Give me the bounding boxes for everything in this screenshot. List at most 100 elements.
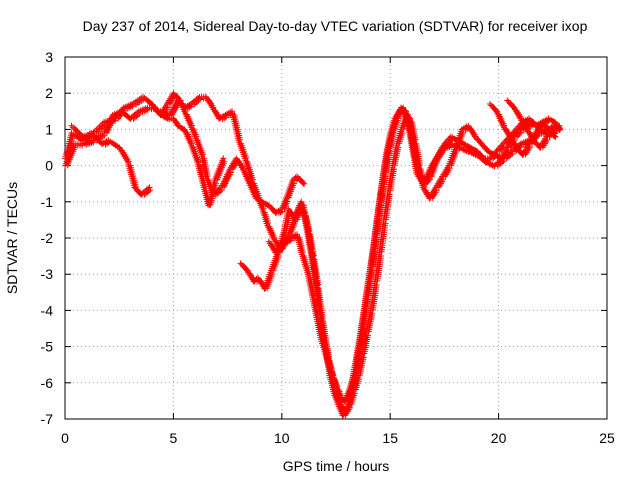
data-point-marker [507,152,514,159]
data-point-marker [269,271,276,278]
data-point-marker [356,354,363,361]
data-point-marker [220,155,227,162]
data-point-marker [539,122,546,129]
data-point-marker [364,332,371,339]
data-point-marker [399,129,406,136]
data-point-marker [386,148,393,155]
data-point-marker [433,187,440,194]
y-tick-label: -4 [41,302,54,318]
data-point-marker [390,129,397,136]
data-point-marker [174,97,181,104]
data-point-marker [365,296,372,303]
plot-frame [64,56,608,420]
x-tick-label: 25 [599,430,615,446]
data-point-marker [344,408,351,415]
series-track-6 [265,104,559,405]
data-point-marker [435,155,442,162]
x-tick-label: 15 [382,430,398,446]
y-tick-label: -3 [41,266,54,282]
data-point-marker [530,137,537,144]
data-point-marker [499,159,506,166]
data-point-marker [503,140,510,147]
data-point-marker [382,220,389,227]
data-point-marker [146,184,153,191]
data-point-marker [134,112,141,119]
data-point-marker [444,140,451,147]
chart-title: Day 237 of 2014, Sidereal Day-to-day VTE… [83,18,588,34]
data-point-marker [386,191,393,198]
data-point-marker [360,325,367,332]
data-point-marker [504,97,511,104]
data-point-marker [486,101,493,108]
data-point-marker [549,130,556,137]
y-tick-label: -7 [41,411,54,427]
data-point-marker [213,180,220,187]
y-tick-label: 2 [45,85,53,101]
data-point-marker [293,173,300,180]
data-point-marker [478,140,485,147]
data-point-marker [511,132,518,139]
x-axis-label: GPS time / hours [283,458,390,474]
data-point-marker [447,138,454,145]
series-track-3 [68,90,308,217]
data-point-marker [369,310,376,317]
data-point-marker [446,139,453,146]
data-point-marker [498,146,505,153]
data-point-marker [265,202,272,209]
data-point-marker [547,132,554,139]
data-point-marker [551,130,558,137]
data-point-marker [221,158,228,165]
data-point-marker [517,143,524,150]
data-point-marker [378,202,385,209]
y-tick-label: -5 [41,339,54,355]
data-point-marker [513,129,520,136]
data-point-marker [516,126,523,133]
data-point-marker [164,104,171,111]
x-tick-labels: 0 5 10 15 20 25 [61,430,615,446]
data-point-marker [369,267,376,274]
y-tick-label: -2 [41,230,54,246]
y-tick-label: 1 [45,121,53,137]
data-point-marker [347,390,354,397]
data-point-marker [500,143,507,150]
data-point-marker [136,111,143,118]
data-point-marker [504,139,511,146]
data-point-marker [227,169,234,176]
x-tick-label: 5 [170,430,178,446]
data-point-marker [491,153,498,160]
data-point-marker [284,198,291,205]
data-point-marker [293,216,300,223]
data-point-marker [440,176,447,183]
data-point-marker [494,151,501,158]
data-point-marker [526,144,533,151]
data-point-marker [429,165,436,172]
data-point-marker [382,173,389,180]
data-point-marker [170,90,177,97]
data-point-marker [395,144,402,151]
data-point-marker [517,125,524,132]
data-point-marker [373,235,380,242]
data-point-marker [496,148,503,155]
series-track-8 [504,97,563,151]
data-point-marker [145,188,152,195]
y-tick-label: 3 [45,49,53,65]
y-tick-labels: -7 -6 -5 -4 -3 -2 -1 0 1 2 3 [41,49,54,427]
data-point-marker [556,122,563,129]
y-axis-label: SDTVAR / TECUs [4,182,20,294]
data-point-marker [471,133,478,140]
data-point-marker [276,248,283,255]
data-point-marker [512,130,519,137]
data-point-marker [147,187,154,194]
data-point-marker [492,152,499,159]
data-point-marker [278,246,285,253]
data-point-marker [395,115,402,122]
x-tick-label: 10 [274,430,290,446]
data-point-marker [490,155,497,162]
data-points [62,90,564,419]
x-tick-label: 0 [61,430,69,446]
data-point-marker [195,97,202,104]
data-point-marker [446,165,453,172]
data-point-marker [351,376,358,383]
data-point-marker [286,234,293,241]
